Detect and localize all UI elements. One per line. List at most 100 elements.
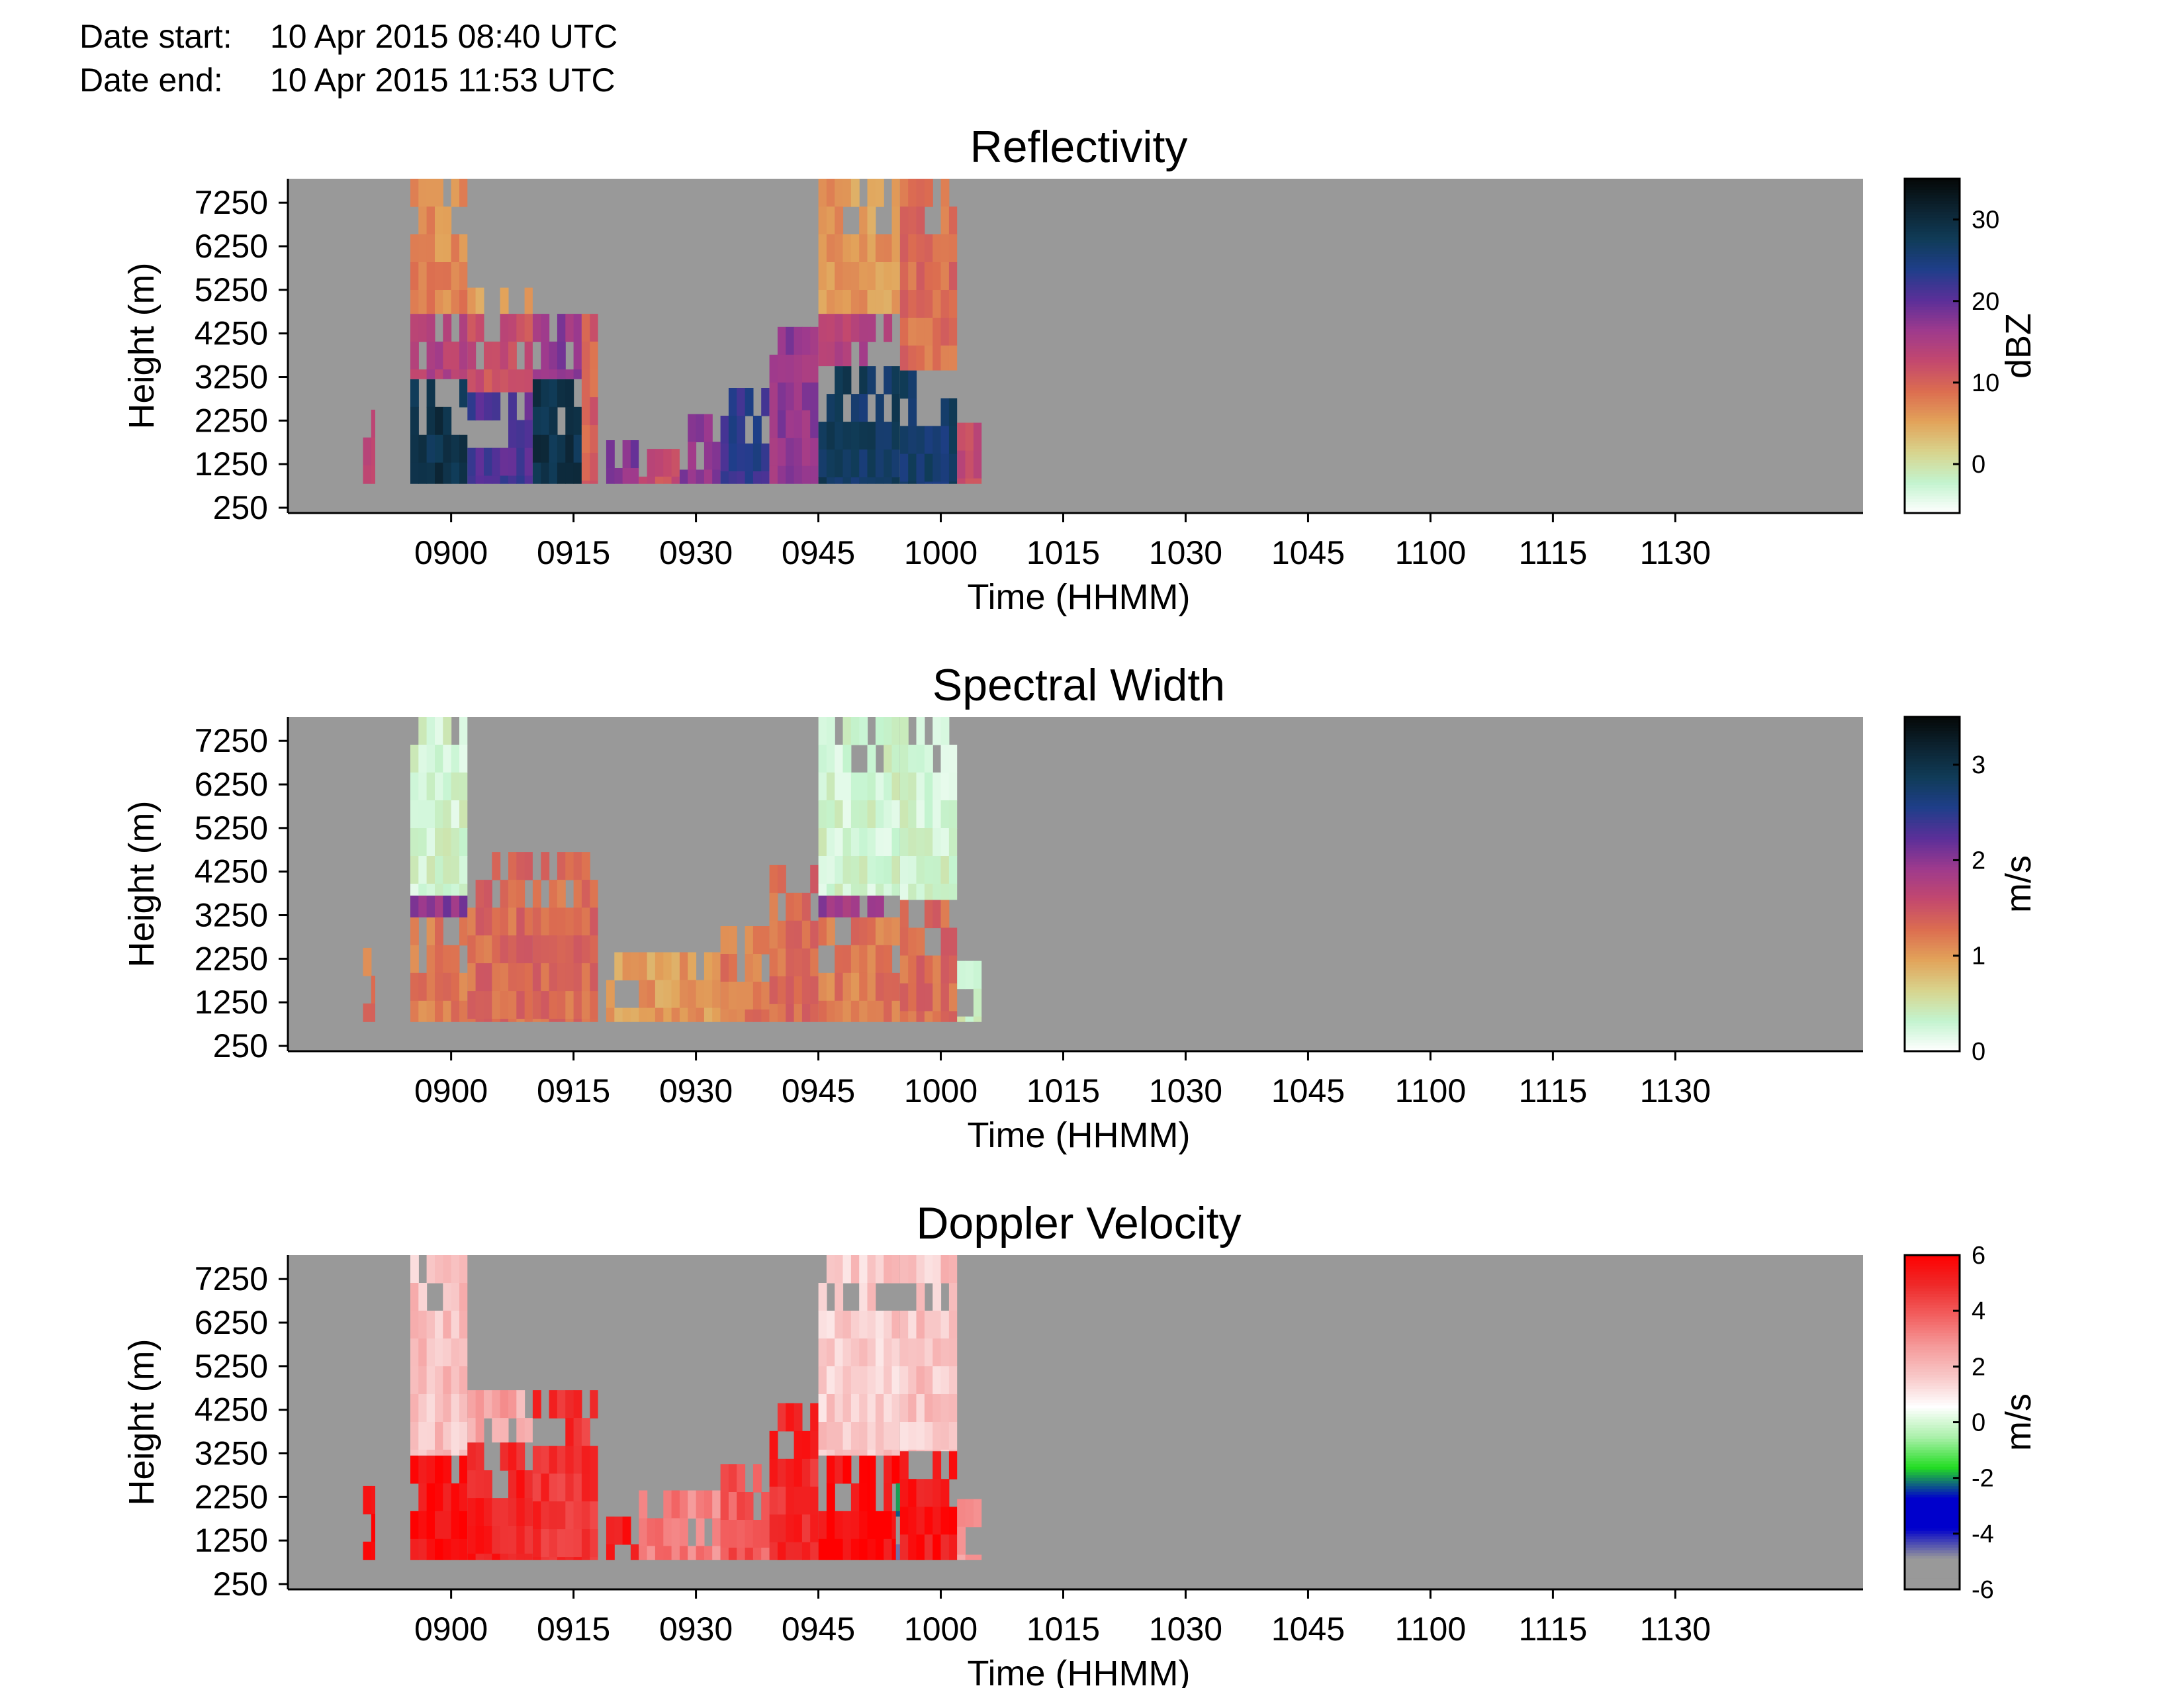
colorbar-segment <box>1905 1523 1960 1526</box>
echo-cell <box>549 406 558 436</box>
echo-cell <box>933 318 942 346</box>
echo-cell <box>679 1518 688 1547</box>
echo-cell <box>565 1418 574 1446</box>
echo-cell <box>443 972 452 1002</box>
echo-cell <box>410 895 419 917</box>
echo-cell <box>835 1422 844 1450</box>
x-tick-label: 0915 <box>537 1072 610 1109</box>
echo-cell <box>590 425 598 453</box>
echo-cell <box>410 1450 419 1456</box>
colorbar-segment <box>1905 981 1960 985</box>
echo-cell <box>891 856 900 884</box>
echo-cell <box>867 262 876 291</box>
echo-cell <box>459 434 468 463</box>
colorbar-segment <box>1905 828 1960 832</box>
echo-cell <box>549 963 558 992</box>
echo-cell <box>418 1366 428 1395</box>
echo-cell <box>492 908 501 936</box>
echo-cell <box>786 1403 795 1432</box>
echo-cell <box>810 865 819 894</box>
colorbar-segment <box>1905 1006 1960 1010</box>
echo-cell <box>557 342 566 370</box>
colorbar-segment <box>1905 1441 1960 1445</box>
echo-cell <box>467 1554 477 1560</box>
echo-cell <box>508 880 517 908</box>
echo-cell <box>842 366 852 395</box>
echo-cell <box>818 773 827 801</box>
echo-cell <box>500 314 509 342</box>
echo-cell <box>973 422 982 451</box>
echo-cell <box>516 1470 525 1499</box>
echo-cell <box>435 1483 443 1512</box>
echo-cell <box>948 856 958 884</box>
echo-cell <box>581 1418 590 1446</box>
colorbar-segment <box>1905 720 1960 724</box>
colorbar-segment <box>1905 1026 1960 1030</box>
echo-cell <box>573 1557 582 1560</box>
colorbar-segment <box>1905 833 1960 837</box>
echo-cell <box>940 900 950 929</box>
echo-cell <box>459 1455 468 1484</box>
echo-cell <box>418 1422 428 1450</box>
echo-cell <box>867 884 876 896</box>
colorbar-segment <box>1905 741 1960 745</box>
echo-cell <box>940 262 950 291</box>
colorbar-segment <box>1905 803 1960 807</box>
echo-cell <box>459 290 468 314</box>
colorbar-segment <box>1905 329 1960 333</box>
echo-cell <box>867 1000 876 1022</box>
echo-cell <box>924 481 933 484</box>
echo-cell <box>590 880 598 908</box>
echo-cell <box>435 342 443 370</box>
colorbar-segment <box>1905 917 1960 921</box>
echo-cell <box>826 207 835 235</box>
echo-cell <box>769 382 778 411</box>
echo-cell <box>549 379 558 408</box>
echo-cell <box>443 462 452 484</box>
colorbar-segment <box>1905 373 1960 377</box>
echo-cell <box>835 262 844 291</box>
echo-cell <box>875 394 884 422</box>
colorbar-segment <box>1905 471 1960 475</box>
colorbar-segment <box>1905 1581 1960 1585</box>
echo-cell <box>443 1455 452 1484</box>
echo-cell <box>884 945 893 974</box>
echo-cell <box>835 1455 844 1484</box>
colorbar-segment <box>1905 725 1960 729</box>
echo-cell <box>410 342 419 370</box>
echo-cell <box>867 1255 876 1284</box>
echo-cell <box>371 1541 375 1560</box>
colorbar-segment <box>1905 357 1960 361</box>
echo-cell <box>899 370 909 399</box>
echo-cell <box>426 1000 435 1022</box>
echo-cell <box>965 1554 974 1560</box>
echo-cell <box>933 1011 942 1022</box>
colorbar-segment <box>1905 992 1960 996</box>
echo-cell <box>940 179 950 207</box>
echo-cell <box>859 972 868 1002</box>
colorbar-segment <box>1905 1346 1960 1350</box>
echo-cell <box>948 234 958 263</box>
echo-cell <box>916 1338 925 1367</box>
echo-cell <box>916 1283 925 1311</box>
colorbar-segment <box>1905 1023 1960 1027</box>
echo-cell <box>835 366 844 395</box>
echo-cell <box>459 379 468 408</box>
echo-cell <box>859 1366 868 1395</box>
echo-cell <box>875 895 884 917</box>
echo-cell <box>891 207 900 235</box>
x-tick-label: 1100 <box>1395 1611 1467 1648</box>
echo-cell <box>818 1394 827 1423</box>
echo-cell <box>426 379 435 408</box>
echo-cell <box>484 1526 492 1554</box>
echo-cell <box>573 1446 582 1474</box>
echo-cell <box>948 398 958 427</box>
echo-cell <box>895 1517 900 1545</box>
colorbar-segment <box>1905 1034 1960 1038</box>
echo-cell <box>459 314 468 342</box>
echo-cell <box>826 1394 835 1423</box>
echo-cell <box>541 1557 550 1560</box>
colorbar-segment <box>1905 753 1960 757</box>
colorbar-segment <box>1905 872 1960 876</box>
echo-cell <box>712 469 721 484</box>
